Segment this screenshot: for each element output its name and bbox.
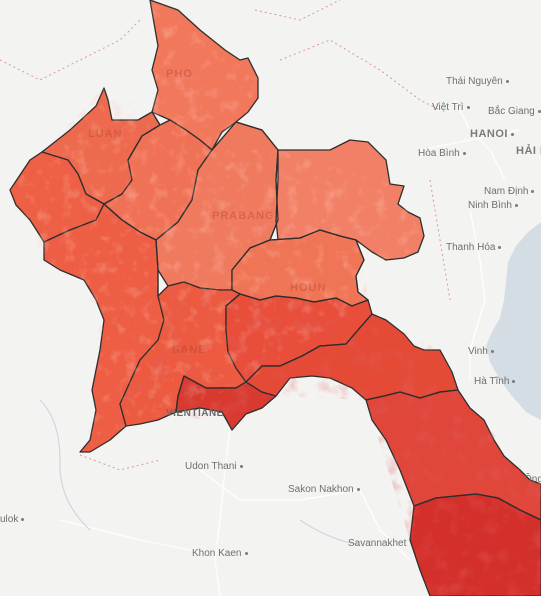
ghost-label-4: HOUN bbox=[290, 282, 327, 294]
ghost-label-1: PHO bbox=[166, 68, 193, 80]
ghost-label-5: SANE bbox=[172, 344, 207, 356]
label-viet-tri[interactable]: Việt Trì bbox=[432, 102, 470, 113]
label-khon-kaen[interactable]: Khon Kaen bbox=[192, 548, 248, 559]
label-udon-thani[interactable]: Udon Thani bbox=[185, 461, 243, 472]
label-hoa-binh[interactable]: Hòa Bình bbox=[418, 148, 466, 159]
gulf-of-tonkin bbox=[486, 222, 541, 420]
label-ong[interactable]: Ông bbox=[524, 474, 541, 485]
province-borders bbox=[103, 111, 541, 521]
rivers bbox=[39, 399, 361, 546]
roads bbox=[59, 99, 521, 596]
label-ninh-binh[interactable]: Ninh Bình bbox=[468, 200, 518, 211]
label-thai-nguyen[interactable]: Thái Nguyên bbox=[446, 76, 509, 87]
label-hanoi[interactable]: HANOI bbox=[470, 128, 514, 140]
label-sakon-nakhon[interactable]: Sakon Nakhon bbox=[288, 484, 360, 495]
label-vientiane[interactable]: VIENTIANE bbox=[166, 408, 224, 419]
label-thanh-hoa[interactable]: Thanh Hóa bbox=[446, 242, 502, 253]
label-savannakhet[interactable]: Savannakhet bbox=[348, 538, 407, 549]
ghost-label-2: LUAN bbox=[88, 128, 123, 140]
intl-borders bbox=[0, 0, 451, 471]
texture-dark bbox=[120, 286, 541, 596]
ghost-label-3: PRABANG bbox=[212, 210, 275, 222]
label-hai-phong[interactable]: HẢI P bbox=[516, 145, 541, 157]
label-nam-dinh[interactable]: Nam Định bbox=[484, 186, 535, 197]
label-ha-tinh[interactable]: Hà Tĩnh bbox=[474, 376, 516, 387]
label-vinh[interactable]: Vinh bbox=[468, 346, 494, 357]
label-bac-giang[interactable]: Bắc Giang bbox=[488, 106, 541, 117]
label-ulok[interactable]: ulok bbox=[0, 514, 25, 525]
texture-light bbox=[10, 0, 424, 452]
